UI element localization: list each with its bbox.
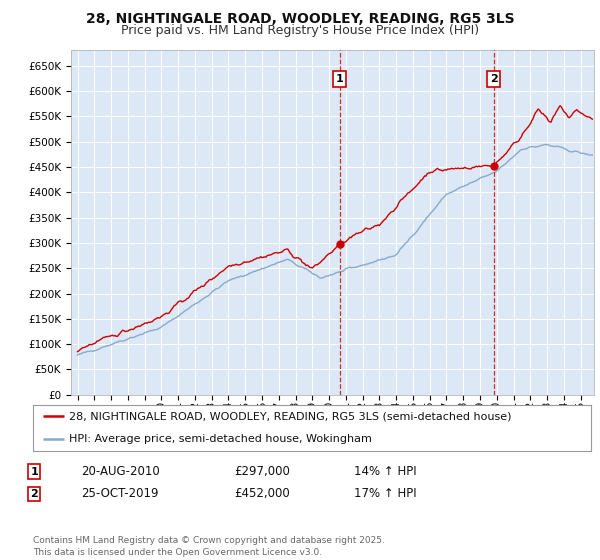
Text: Price paid vs. HM Land Registry's House Price Index (HPI): Price paid vs. HM Land Registry's House … bbox=[121, 24, 479, 37]
Text: 1: 1 bbox=[336, 74, 344, 84]
Text: Contains HM Land Registry data © Crown copyright and database right 2025.
This d: Contains HM Land Registry data © Crown c… bbox=[33, 536, 385, 557]
Text: 28, NIGHTINGALE ROAD, WOODLEY, READING, RG5 3LS (semi-detached house): 28, NIGHTINGALE ROAD, WOODLEY, READING, … bbox=[69, 412, 512, 421]
Text: 28, NIGHTINGALE ROAD, WOODLEY, READING, RG5 3LS: 28, NIGHTINGALE ROAD, WOODLEY, READING, … bbox=[86, 12, 514, 26]
Text: 25-OCT-2019: 25-OCT-2019 bbox=[81, 487, 158, 501]
Text: 2: 2 bbox=[490, 74, 497, 84]
Text: 2: 2 bbox=[31, 489, 38, 499]
Text: 17% ↑ HPI: 17% ↑ HPI bbox=[354, 487, 416, 501]
Text: HPI: Average price, semi-detached house, Wokingham: HPI: Average price, semi-detached house,… bbox=[69, 435, 372, 444]
Text: £452,000: £452,000 bbox=[234, 487, 290, 501]
Text: 14% ↑ HPI: 14% ↑ HPI bbox=[354, 465, 416, 478]
Text: 20-AUG-2010: 20-AUG-2010 bbox=[81, 465, 160, 478]
Text: 1: 1 bbox=[31, 466, 38, 477]
Text: £297,000: £297,000 bbox=[234, 465, 290, 478]
